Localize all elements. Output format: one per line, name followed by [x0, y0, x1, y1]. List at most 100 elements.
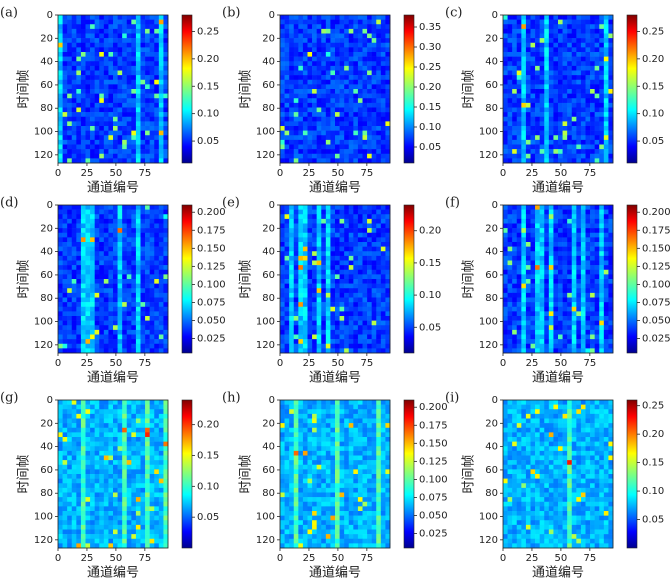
heatmap-cell — [284, 316, 290, 321]
heatmap-cell — [149, 302, 155, 308]
heatmap-cell — [344, 325, 350, 331]
heatmap-cell — [507, 15, 513, 20]
heatmap-cell — [339, 126, 345, 131]
heatmap-cell — [289, 311, 295, 317]
heatmap-cell — [85, 102, 91, 108]
heatmap-cell — [67, 320, 73, 326]
heatmap-cell — [585, 149, 591, 155]
heatmap-cell — [122, 343, 128, 349]
heatmap-cell — [562, 237, 568, 243]
heatmap-cell — [530, 107, 536, 113]
heatmap-cell — [108, 246, 114, 252]
heatmap-cell — [99, 409, 105, 415]
heatmap-cell — [71, 139, 77, 145]
heatmap-cell — [117, 15, 123, 20]
heatmap-cell — [371, 348, 377, 354]
heatmap-cell — [348, 251, 354, 257]
heatmap-cell — [590, 209, 595, 215]
heatmap-cell — [284, 19, 290, 25]
heatmap-cell — [90, 325, 95, 331]
heatmap-cell — [330, 283, 336, 289]
x-tick-label: 50 — [555, 358, 568, 369]
heatmap-cell — [312, 52, 317, 57]
heatmap-cell — [367, 112, 372, 118]
heatmap-cell — [163, 255, 169, 261]
heatmap-cell — [353, 297, 359, 303]
heatmap-cell — [512, 47, 518, 53]
heatmap-cell — [376, 228, 382, 234]
heatmap-cell — [353, 158, 359, 164]
heatmap-cell — [558, 112, 563, 118]
heatmap-cell — [122, 112, 128, 118]
heatmap-cell — [535, 135, 540, 141]
heatmap-cell — [67, 218, 73, 224]
heatmap-cell — [353, 339, 359, 345]
heatmap-cell — [149, 297, 155, 303]
heatmap-cell — [548, 38, 554, 44]
heatmap-cell — [376, 116, 382, 122]
heatmap-cell — [535, 320, 540, 326]
heatmap-cell — [535, 288, 540, 294]
colorbar-tick-label: 0.125 — [197, 261, 226, 272]
y-tick-label: 20 — [485, 223, 498, 234]
heatmap-cell — [131, 98, 137, 104]
heatmap-cell — [553, 38, 559, 44]
heatmap-cell — [117, 218, 123, 224]
heatmap-cell — [376, 42, 382, 48]
heatmap-cell — [140, 329, 146, 335]
heatmap-cell — [58, 38, 63, 44]
heatmap-cell — [80, 52, 86, 57]
heatmap-cell — [325, 265, 331, 271]
heatmap-cell — [149, 79, 155, 85]
heatmap-cell — [284, 214, 290, 220]
heatmap-cell — [316, 251, 322, 257]
heatmap-cell — [131, 214, 137, 220]
heatmap-cell — [608, 302, 614, 308]
heatmap-cell — [380, 218, 386, 224]
heatmap-cell — [293, 102, 299, 108]
heatmap-cell — [316, 121, 322, 127]
heatmap-cell — [330, 334, 336, 340]
heatmap-cell — [594, 89, 600, 94]
heatmap-cell — [580, 223, 586, 229]
heatmap-cell — [321, 246, 327, 252]
heatmap-cell — [126, 228, 132, 234]
heatmap-cell — [94, 126, 100, 131]
heatmap-cell — [357, 42, 363, 48]
heatmap-cell — [131, 228, 137, 234]
heatmap-cell — [380, 107, 386, 113]
heatmap-cell — [158, 126, 164, 131]
heatmap-cell — [135, 343, 141, 349]
heatmap-cell — [362, 218, 368, 224]
heatmap-cell — [357, 214, 363, 220]
heatmap-cell — [367, 255, 372, 261]
heatmap-cell — [590, 311, 595, 317]
heatmap-cell — [357, 149, 363, 155]
heatmap-cell — [367, 42, 372, 48]
heatmap-cell — [503, 214, 508, 220]
heatmap-cell — [90, 228, 95, 234]
heatmap-cell — [90, 418, 95, 424]
heatmap-cell — [548, 209, 554, 215]
heatmap-cell — [99, 279, 105, 284]
heatmap-cell — [512, 102, 518, 108]
heatmap-cell — [371, 144, 377, 150]
heatmap-cell — [599, 75, 605, 81]
heatmap-cell — [85, 348, 91, 354]
heatmap-cell — [530, 112, 536, 118]
heatmap-cell — [353, 316, 359, 321]
heatmap-cell — [302, 283, 308, 289]
heatmap-cell — [516, 139, 522, 145]
heatmap-cell — [145, 274, 150, 280]
heatmap-cell — [376, 274, 382, 280]
heatmap-cell — [99, 255, 105, 261]
heatmap-cell — [558, 144, 563, 150]
heatmap-cell — [335, 70, 340, 76]
heatmap-cell — [580, 209, 586, 215]
heatmap-cell — [530, 302, 536, 308]
heatmap-cell — [367, 260, 372, 266]
heatmap-cell — [62, 223, 68, 229]
heatmap-cell — [562, 260, 568, 266]
heatmap-cell — [580, 334, 586, 340]
heatmap-cell — [113, 209, 118, 215]
